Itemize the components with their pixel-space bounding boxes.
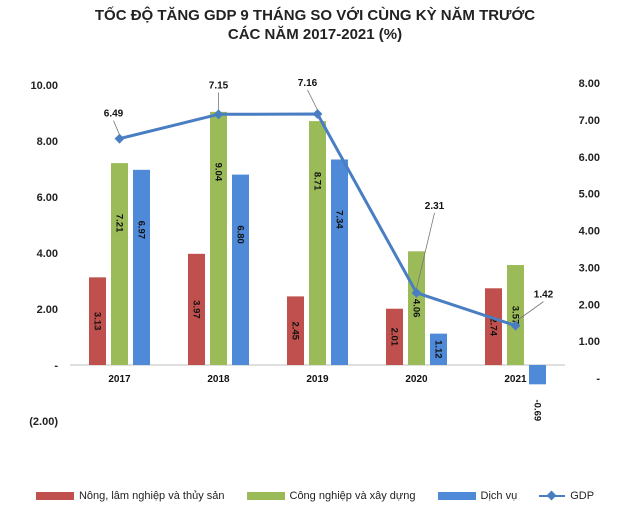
right-axis-tick: 1.00 <box>579 336 600 348</box>
gdp-label-leader <box>515 301 544 322</box>
gdp-point-2018 <box>213 109 224 120</box>
left-axis-tick: - <box>54 360 58 372</box>
legend-item-services[interactable]: Dịch vụ <box>437 490 518 502</box>
legend-item-agri[interactable]: Nông, lâm nghiệp và thủy sản <box>35 490 225 502</box>
category-label: 2021 <box>504 374 527 385</box>
left-axis-tick: (2.00) <box>29 416 58 428</box>
bar-services-2021 <box>529 365 546 385</box>
legend-swatch-services <box>437 492 476 500</box>
bar-agri-2019 <box>287 296 304 365</box>
gdp-label-leader <box>416 212 435 289</box>
bar-industry-2017 <box>111 163 128 365</box>
chart-title-line-1: TỐC ĐỘ TĂNG GDP 9 THÁNG SO VỚI CÙNG KỲ N… <box>94 7 536 24</box>
category-label: 2019 <box>306 374 329 385</box>
bar-services-2019 <box>331 159 348 365</box>
legend-item-gdp[interactable]: GDP <box>539 490 594 502</box>
bar-industry-2019 <box>309 121 326 366</box>
gdp-label-leader <box>307 89 318 111</box>
bar-services-2018 <box>232 174 249 365</box>
legend-label-agri: Nông, lâm nghiệp và thủy sản <box>78 490 225 502</box>
category-label: 2017 <box>108 374 131 385</box>
legend-swatch-agri <box>35 492 74 500</box>
bar-agri-2020 <box>386 308 403 365</box>
legend-label-services: Dịch vụ <box>480 490 518 502</box>
legend: Nông, lâm nghiệp và thủy sản Công nghiệp… <box>0 490 630 502</box>
bar-agri-2017 <box>89 277 106 365</box>
bar-label-industry: 7.21 <box>114 214 125 233</box>
bar-industry-2018 <box>210 111 227 365</box>
bar-label-industry: 4.06 <box>411 299 422 318</box>
category-label: 2018 <box>207 374 230 385</box>
bar-label-agri: 3.13 <box>92 312 103 331</box>
bar-label-industry: 8.71 <box>312 172 323 191</box>
category-label: 2020 <box>405 374 428 385</box>
bar-label-industry: 9.04 <box>213 163 224 182</box>
bar-label-services: 7.34 <box>334 210 345 229</box>
right-axis-tick: 4.00 <box>579 226 600 238</box>
bar-industry-2020 <box>408 251 425 365</box>
gdp-label-2021: 1.42 <box>534 290 554 301</box>
gdp-label-2018: 7.15 <box>209 80 229 91</box>
left-axis-tick: 2.00 <box>37 304 58 316</box>
bar-label-services: 1.12 <box>433 340 444 359</box>
right-axis-tick: 3.00 <box>579 262 600 274</box>
legend-swatch-gdp <box>539 491 566 501</box>
left-axis-tick: 8.00 <box>37 136 58 148</box>
bar-label-agri: 2.74 <box>488 317 499 336</box>
gdp-label-2019: 7.16 <box>298 78 318 89</box>
left-axis-tick: 6.00 <box>37 192 58 204</box>
gdp-label-leader <box>113 120 120 135</box>
bar-industry-2021 <box>507 265 524 365</box>
gdp-point-2021 <box>510 320 521 331</box>
chart-title-line-2: CÁC NĂM 2017-2021 (%) <box>227 26 403 43</box>
bar-label-agri: 2.45 <box>290 321 301 340</box>
bar-label-services: 6.97 <box>136 221 147 240</box>
right-axis-tick: 8.00 <box>579 78 600 90</box>
legend-item-industry[interactable]: Công nghiệp và xây dựng <box>246 490 416 502</box>
bar-agri-2018 <box>188 253 205 365</box>
gdp-label-2020: 2.31 <box>425 201 445 212</box>
bar-services-2020 <box>430 333 447 365</box>
right-axis-tick: 5.00 <box>579 189 600 201</box>
left-axis-tick: 10.00 <box>30 80 58 92</box>
left-axis-tick: 4.00 <box>37 248 58 260</box>
gdp-point-2017 <box>114 133 125 144</box>
gdp-point-2020 <box>411 287 422 298</box>
right-axis-tick: 6.00 <box>579 152 600 164</box>
legend-label-gdp: GDP <box>570 490 595 502</box>
right-axis-tick: 2.00 <box>579 299 600 311</box>
legend-label-industry: Công nghiệp và xây dựng <box>289 490 416 502</box>
right-axis-tick: 7.00 <box>579 115 600 127</box>
bar-label-services: -0.69 <box>532 399 543 421</box>
bar-label-industry: 3.57 <box>510 306 521 325</box>
bar-label-agri: 2.01 <box>389 328 400 347</box>
bar-services-2017 <box>133 169 150 365</box>
chart-title: TỐC ĐỘ TĂNG GDP 9 THÁNG SO VỚI CÙNG KỲ N… <box>0 6 630 44</box>
legend-swatch-industry <box>246 492 285 500</box>
bar-label-agri: 3.97 <box>191 300 202 319</box>
bar-label-services: 6.80 <box>235 225 246 244</box>
gdp-label-2017: 6.49 <box>104 109 124 120</box>
bar-agri-2021 <box>485 288 502 365</box>
right-axis-tick: - <box>596 373 600 385</box>
